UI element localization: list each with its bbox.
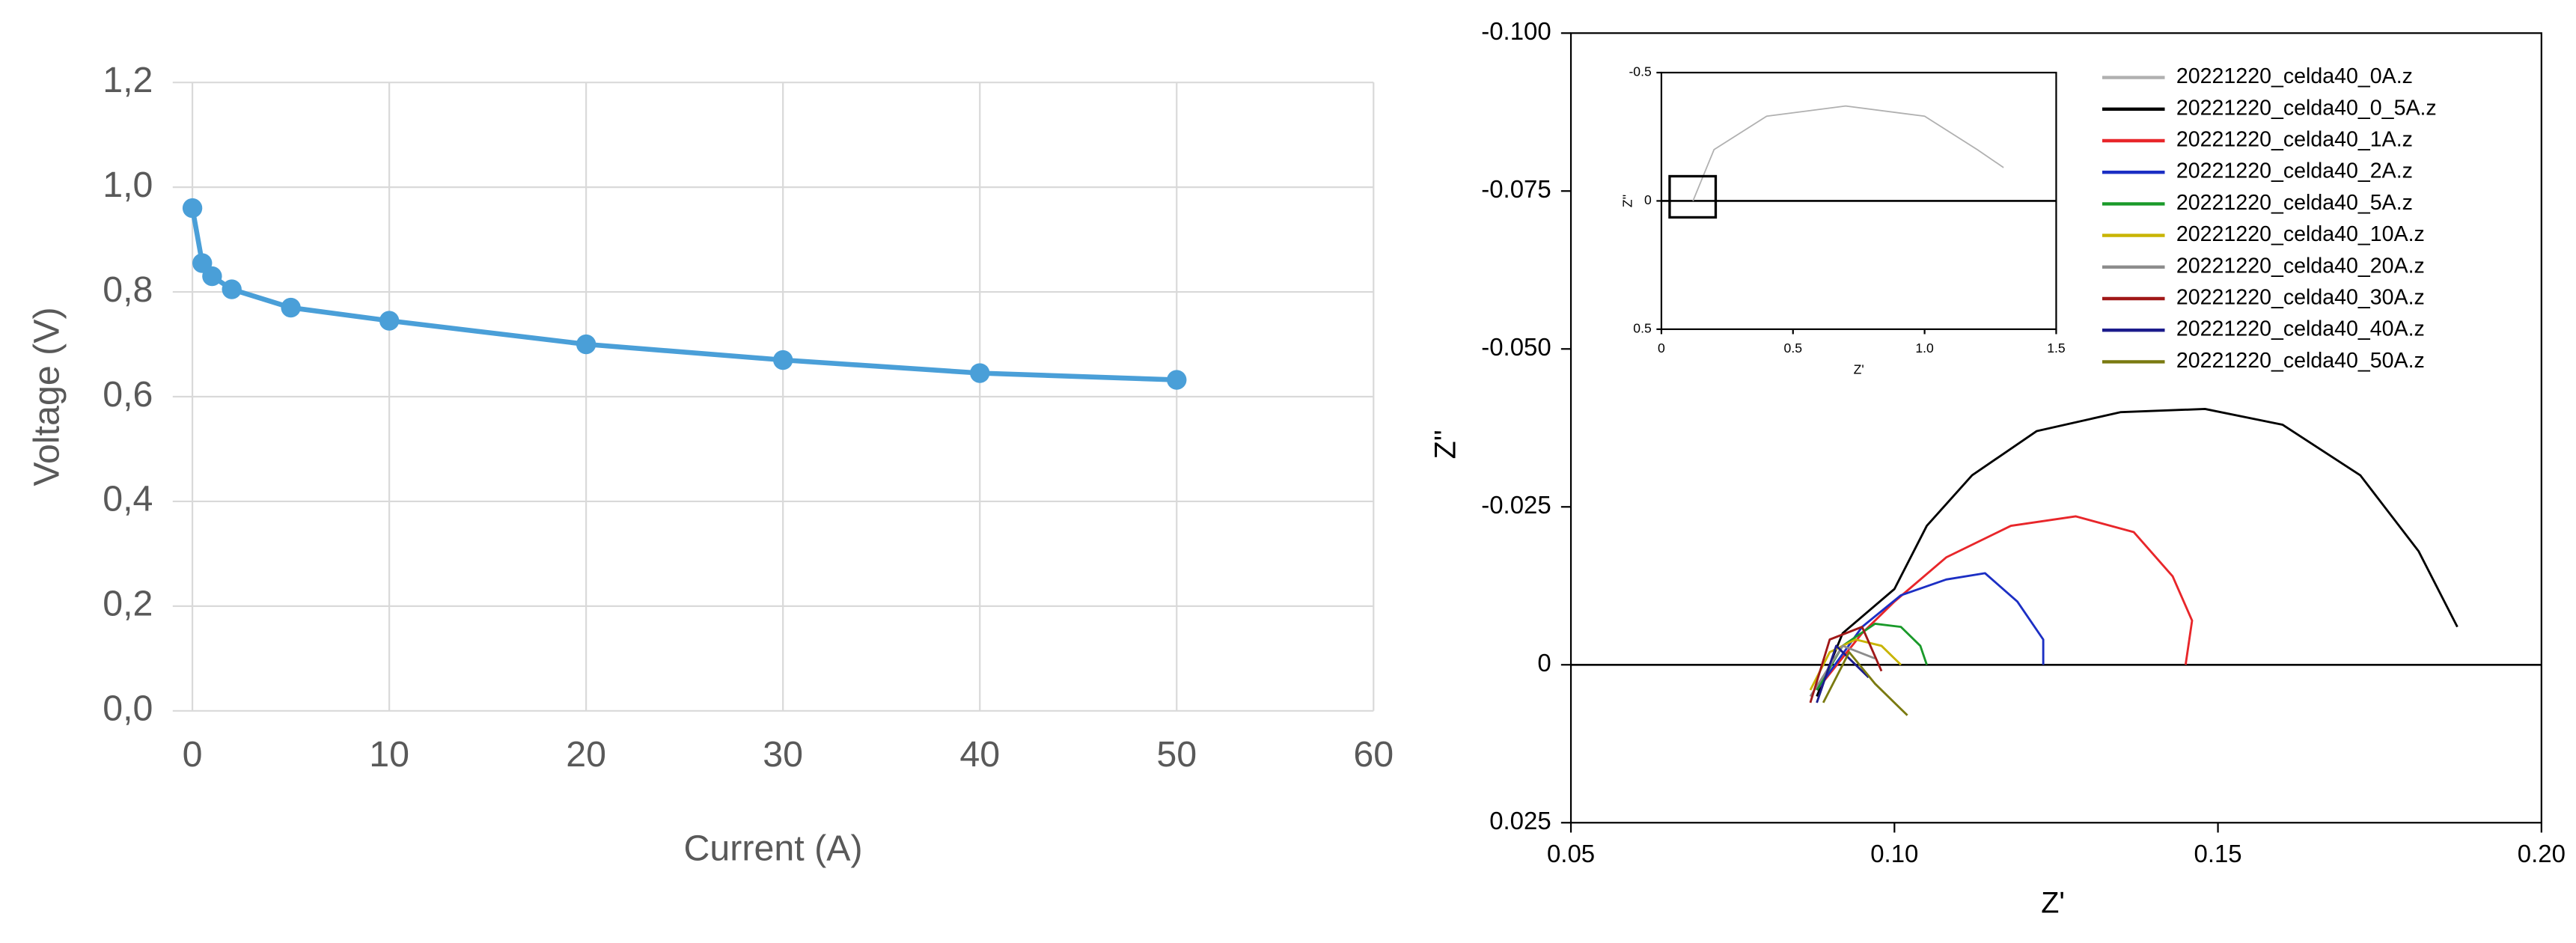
legend-label: 20221220_celda40_50A.z (2176, 349, 2425, 373)
data-point (1167, 370, 1187, 390)
data-line (189, 207, 1177, 382)
y-tick-label: -0.5 (1629, 64, 1652, 79)
y-tick-label: 1,0 (103, 165, 153, 205)
x-tick-label: 50 (1156, 734, 1197, 775)
legend-label: 20221220_celda40_2A.z (2176, 159, 2413, 183)
data-line (1809, 644, 1875, 698)
x-tick-label: 0.20 (2518, 840, 2566, 867)
data-line (1822, 650, 1908, 716)
x-axis-label: Z' (1854, 361, 1864, 376)
legend-label: 20221220_celda40_40A.z (2176, 317, 2425, 341)
y-tick-label: 0,2 (103, 584, 153, 624)
x-tick-label: 60 (1353, 734, 1394, 775)
x-tick-label: 0.5 (1784, 341, 1803, 355)
y-tick-label: 0,0 (103, 689, 153, 729)
y-axis-label: Z'' (1620, 195, 1635, 207)
x-tick-label: 0.15 (2194, 840, 2242, 867)
x-tick-label: 1.0 (1915, 341, 1934, 355)
data-line (1816, 644, 1870, 704)
y-tick-label: 0.5 (1633, 321, 1652, 336)
data-line (1816, 408, 2459, 698)
x-tick-label: 0.10 (1870, 840, 1918, 867)
data-point (970, 363, 990, 383)
y-tick-label: -0.100 (1481, 17, 1551, 45)
data-line (1816, 572, 2045, 691)
x-tick-label: 40 (959, 734, 1000, 775)
x-tick-label: 10 (369, 734, 409, 775)
y-tick-label: 0,8 (103, 269, 153, 310)
data-line (1809, 638, 1902, 691)
data-point (281, 297, 301, 318)
y-tick-label: -0.025 (1481, 491, 1551, 519)
data-point (379, 311, 400, 331)
x-tick-label: 0 (1658, 341, 1665, 355)
data-point (773, 350, 793, 370)
y-tick-label: 0.025 (1489, 807, 1551, 834)
data-point (202, 266, 222, 287)
y-axis-label: Voltage (V) (27, 307, 67, 486)
x-tick-label: 0 (183, 734, 203, 775)
y-tick-label: -0.050 (1481, 333, 1551, 361)
data-point (222, 279, 242, 299)
legend-label: 20221220_celda40_0A.z (2176, 64, 2413, 88)
legend-label: 20221220_celda40_1A.z (2176, 128, 2413, 152)
y-tick-label: 0 (1537, 649, 1551, 677)
data-line (1692, 105, 2004, 201)
x-tick-label: 30 (763, 734, 803, 775)
legend-label: 20221220_celda40_0_5A.z (2176, 96, 2437, 120)
legend-label: 20221220_celda40_30A.z (2176, 286, 2425, 310)
x-axis-label: Current (A) (684, 828, 863, 868)
x-tick-label: 20 (566, 734, 606, 775)
legend-label: 20221220_celda40_5A.z (2176, 191, 2413, 215)
y-tick-label: 0 (1644, 192, 1652, 207)
x-tick-label: 1.5 (2047, 341, 2066, 355)
data-line (1816, 515, 2194, 691)
data-line (1809, 626, 1883, 704)
y-tick-label: -0.075 (1481, 175, 1551, 203)
legend-label: 20221220_celda40_10A.z (2176, 222, 2425, 246)
y-tick-label: 1,2 (103, 60, 153, 100)
y-tick-label: 0,6 (103, 374, 153, 415)
legend-label: 20221220_celda40_20A.z (2176, 254, 2425, 278)
data-point (576, 334, 596, 355)
x-tick-label: 0.05 (1547, 840, 1595, 867)
zoom-box (1668, 174, 1718, 219)
y-axis-label: Z'' (1429, 430, 1462, 459)
x-axis-label: Z' (2041, 887, 2065, 920)
data-point (182, 198, 203, 219)
y-tick-label: 0,4 (103, 479, 153, 519)
